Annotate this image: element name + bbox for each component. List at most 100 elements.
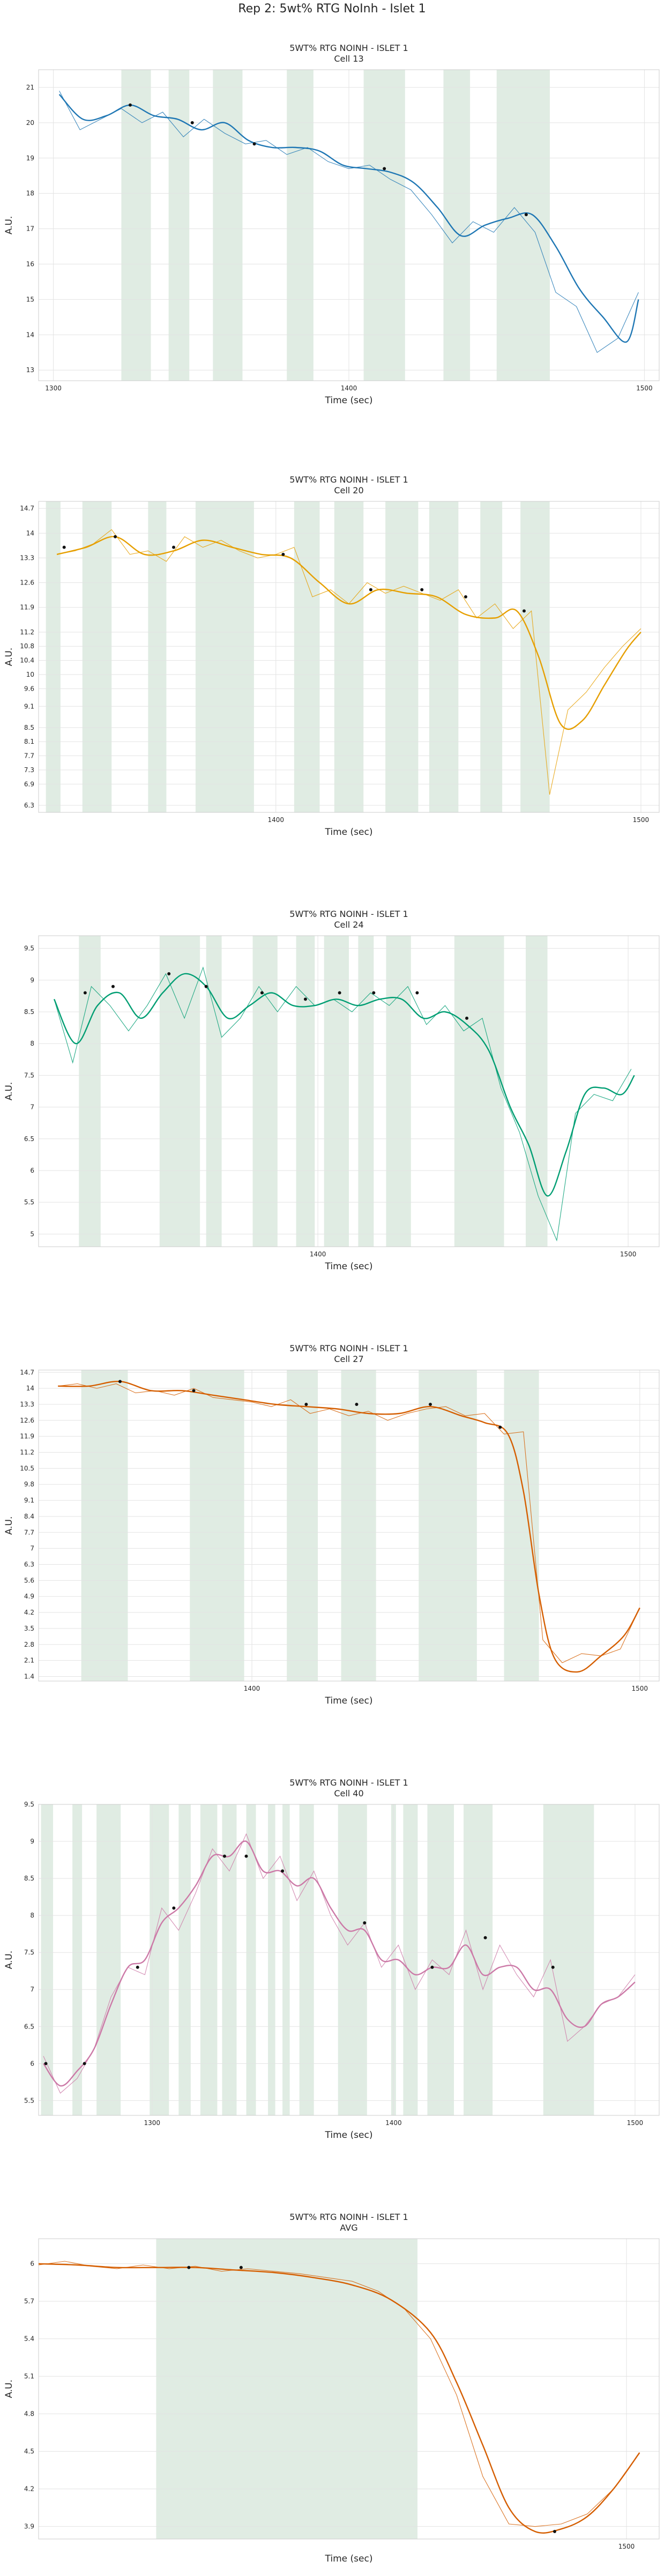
x-tick-label: 1500 [627,2119,644,2127]
highlight-band [82,501,112,812]
highlight-band [287,1370,318,1681]
peak-marker [118,1380,122,1383]
y-tick-label: 9.5 [24,945,34,952]
y-tick-label: 4.5 [24,2448,34,2455]
smoothed-trace-line [56,536,641,730]
peak-marker [187,2266,191,2269]
chart-subtitle: Cell 27 [334,1354,363,1364]
highlight-band [148,501,167,812]
peak-marker [420,588,424,591]
y-tick-label: 2.8 [24,1641,34,1648]
peak-marker [244,1854,248,1858]
x-tick-label: 1300 [45,384,62,392]
y-tick-label: 6 [30,2260,34,2268]
highlight-band [443,70,471,381]
raw-trace-line [54,966,632,1242]
x-tick-label: 1500 [618,2543,635,2550]
chart-subtitle: Cell 20 [334,485,363,495]
figure-title: Rep 2: 5wt% RTG NoInh - Islet 1 [238,2,426,16]
y-axis-label: A.U. [4,216,14,235]
y-tick-label: 14.7 [20,1368,34,1376]
highlight-band [190,1370,244,1681]
highlight-band [206,936,222,1247]
highlight-band [156,2239,417,2539]
y-axis-label: A.U. [4,2380,14,2399]
peak-marker [190,121,194,124]
y-tick-label: 2.1 [24,1657,34,1664]
peak-marker [128,103,132,107]
y-tick-label: 11.9 [20,604,34,611]
y-tick-label: 4.2 [24,2485,34,2493]
peak-marker [62,545,66,549]
highlight-band [46,501,61,812]
y-tick-label: 7.7 [24,1529,34,1536]
y-tick-label: 9 [30,1838,34,1845]
y-tick-label: 17 [26,225,34,233]
x-tick-label: 1400 [385,2119,402,2127]
peak-marker [303,997,307,1001]
y-tick-label: 10 [26,671,34,678]
peak-marker [281,552,285,556]
smoothed-trace-line [43,1840,636,2087]
y-tick-label: 14 [26,1385,34,1392]
highlight-band [81,1370,128,1681]
y-tick-label: 21 [26,84,34,91]
y-tick-label: 7.7 [24,752,34,760]
peak-marker [428,1402,432,1406]
highlight-band [419,1370,477,1681]
x-tick-label: 1500 [632,1685,648,1692]
y-axis-label: A.U. [4,648,14,667]
peak-marker [260,991,264,995]
x-axis-label: Time (sec) [325,1261,373,1272]
chart-title: 5WT% RTG NOINH - ISLET 1 [289,475,408,485]
highlight-band [246,1804,256,2115]
plot-frame [38,935,660,1247]
chart-title: 5WT% RTG NOINH - ISLET 1 [289,1343,408,1353]
smoothed-trace-line [53,973,635,1197]
highlight-band [454,936,504,1247]
y-tick-label: 8.5 [24,1875,34,1882]
highlight-band [79,936,101,1247]
y-tick-label: 11.9 [20,1433,34,1440]
highlight-band [213,70,243,381]
y-tick-label: 3.9 [24,2523,34,2530]
y-tick-label: 12.6 [20,1417,34,1424]
y-tick-label: 4.8 [24,2410,34,2418]
chart-title: 5WT% RTG NOINH - ISLET 1 [289,909,408,919]
highlight-band [168,70,190,381]
y-tick-label: 6.9 [24,780,34,788]
y-tick-label: 7.3 [24,766,34,774]
y-tick-label: 5.6 [24,1576,34,1584]
highlight-band [72,1804,83,2115]
y-tick-label: 9.5 [24,1801,34,1808]
highlight-band [543,1804,594,2115]
highlight-band [282,1804,290,2115]
x-axis-label: Time (sec) [325,2553,373,2564]
chart-subtitle: Cell 40 [334,1788,363,1798]
highlight-band [96,1804,121,2115]
highlight-band [41,1804,54,2115]
y-tick-label: 11.2 [20,628,34,636]
chart-subtitle: Cell 13 [334,54,363,64]
highlight-band [121,70,151,381]
y-tick-label: 13.3 [20,554,34,561]
x-tick-label: 1400 [267,816,284,824]
y-axis-label: A.U. [4,1082,14,1101]
y-tick-label: 8.5 [24,1008,34,1016]
peak-marker [551,1965,555,1969]
highlight-band [287,70,314,381]
y-tick-label: 14 [26,529,34,537]
peak-marker [222,1854,226,1858]
chart-subtitle: AVG [340,2223,357,2233]
y-tick-label: 6 [30,2060,34,2067]
highlight-band [427,1804,454,2115]
y-tick-label: 6 [30,1167,34,1174]
y-tick-label: 6.5 [24,1135,34,1143]
peak-marker [281,1869,285,1873]
plot-frame [38,501,660,813]
y-tick-label: 11.2 [20,1449,34,1456]
